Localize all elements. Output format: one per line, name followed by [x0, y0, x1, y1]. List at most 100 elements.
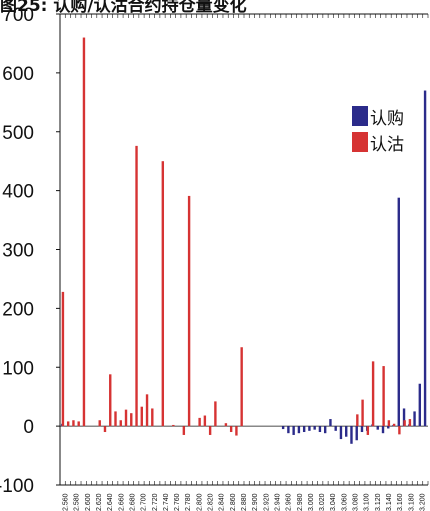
x-tick-label: 2.860 — [230, 493, 237, 511]
bar-put — [103, 426, 107, 433]
bar-put — [161, 161, 165, 427]
bar-call — [329, 419, 332, 427]
x-tick-label: 2.940 — [274, 493, 281, 511]
x-tick-label: 2.660 — [118, 493, 125, 511]
bar-call — [292, 426, 295, 435]
bar-put — [140, 406, 143, 427]
legend-label-call: 认购 — [370, 108, 404, 129]
bar-call — [323, 426, 327, 434]
bar-put — [66, 421, 70, 427]
bar-put — [371, 361, 375, 427]
y-tick-label: 300 — [2, 241, 34, 262]
x-tick-label: 3.180 — [408, 493, 415, 511]
legend-swatch-put — [352, 132, 368, 152]
y-tick-label: 0 — [23, 417, 34, 438]
bar-call — [302, 426, 306, 433]
bar-call — [418, 383, 422, 427]
x-tick-label: 3.140 — [386, 493, 393, 511]
x-tick-label: 3.020 — [319, 493, 326, 511]
y-tick-label: 600 — [2, 64, 34, 85]
bar-call — [345, 426, 348, 437]
x-tick-label: 3.100 — [364, 493, 371, 511]
y-tick-label: 100 — [2, 358, 34, 379]
bar-put — [135, 145, 138, 427]
bar-put — [240, 347, 243, 427]
x-tick-label: 3.040 — [330, 493, 337, 511]
bar-put — [98, 420, 101, 427]
bar-call — [339, 426, 343, 440]
chart-title: 图25: 认购/认沽合约持仓量变化 — [0, 0, 247, 13]
legend-label-put: 认沽 — [370, 134, 404, 155]
bar-put — [77, 421, 80, 427]
bar-call — [313, 426, 316, 430]
bar-call — [355, 426, 358, 441]
x-tick-label: 2.840 — [219, 493, 226, 511]
bar-call — [297, 426, 301, 434]
bar-call — [287, 426, 290, 434]
x-tick-label: 2.780 — [185, 493, 192, 511]
bar-put — [124, 409, 128, 427]
bar-put — [151, 408, 154, 427]
x-tick-label: 2.680 — [129, 493, 136, 511]
x-tick-label: 3.120 — [375, 493, 382, 511]
legend-item-put[interactable]: 认沽 — [352, 130, 404, 155]
bar-call — [308, 426, 311, 431]
x-tick-label: 3.000 — [308, 493, 315, 511]
bar-call — [376, 426, 379, 430]
bar-put — [398, 426, 401, 435]
bar-put — [356, 414, 359, 427]
bar-call — [318, 426, 322, 433]
bar-put — [235, 426, 238, 436]
x-tick-label: 2.560 — [63, 493, 70, 511]
x-tick-label: 2.900 — [252, 493, 259, 511]
bar-put — [172, 424, 175, 427]
legend-swatch-call — [352, 106, 368, 126]
x-tick-label: 2.580 — [74, 493, 81, 511]
bar-put — [224, 423, 228, 427]
bar-call — [413, 411, 416, 427]
bar-call — [387, 426, 390, 429]
x-tick-label: 2.880 — [241, 493, 248, 511]
x-tick-label: 3.060 — [341, 493, 348, 511]
bar-call — [360, 426, 364, 433]
x-tick-label: 3.200 — [419, 493, 426, 511]
bar-put — [382, 366, 385, 427]
bar-put — [198, 417, 201, 427]
bar-put — [361, 399, 364, 427]
bar-put — [403, 420, 406, 427]
bar-put — [387, 420, 391, 427]
y-tick-label: 200 — [2, 299, 34, 320]
bar-put — [114, 411, 117, 427]
x-tick-label: 2.760 — [174, 493, 181, 511]
bar-put — [187, 195, 191, 427]
y-tick-label: 500 — [2, 123, 34, 144]
bar-call — [350, 426, 353, 444]
bar-call — [381, 426, 385, 434]
bar-call — [423, 90, 427, 427]
bar-put — [214, 401, 217, 427]
x-tick-label: 2.920 — [263, 493, 270, 511]
x-tick-label: 2.960 — [286, 493, 293, 511]
bar-put — [72, 420, 75, 427]
bar-put — [182, 426, 186, 435]
y-tick-label: 400 — [2, 182, 34, 203]
bar-put — [145, 394, 149, 427]
bar-put — [229, 426, 233, 433]
bar-call — [397, 197, 400, 427]
bar-put — [130, 413, 133, 427]
x-tick-label: 2.720 — [152, 493, 159, 511]
bar-put — [119, 420, 122, 427]
x-tick-label: 2.980 — [297, 493, 304, 511]
y-tick-label: -100 — [0, 476, 34, 497]
bar-call — [402, 408, 406, 427]
y-tick-label: 700 — [2, 5, 34, 26]
x-tick-label: 2.740 — [163, 493, 170, 511]
bar-put — [408, 419, 412, 427]
legend-item-call[interactable]: 认购 — [352, 104, 404, 129]
x-tick-label: 3.080 — [353, 493, 360, 511]
x-tick-label: 2.800 — [196, 493, 203, 511]
bar-put — [392, 423, 396, 427]
x-tick-label: 2.600 — [85, 493, 92, 511]
bar-put — [61, 291, 65, 427]
